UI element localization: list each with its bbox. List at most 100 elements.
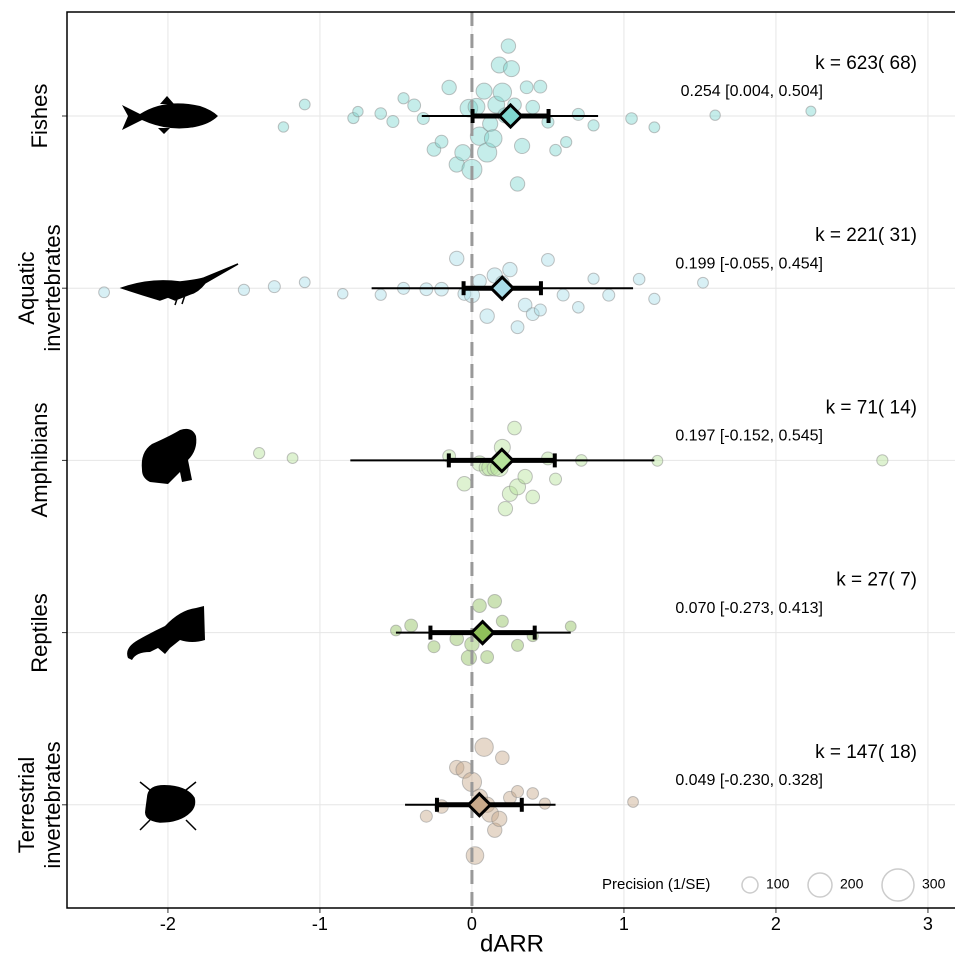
foreground: -2 -1 0 1 2 3 k = 623( 68) 0.254 [0.004, 0.504]…	[62, 12, 946, 934]
data-point	[525, 307, 540, 322]
data-point	[587, 272, 600, 285]
data-point	[511, 785, 525, 799]
data-point	[511, 638, 525, 652]
estimate-label: 0.199 [-0.055, 0.454]	[675, 255, 823, 272]
estimate	[466, 791, 493, 818]
data-point	[517, 297, 533, 313]
data-point	[492, 82, 513, 102]
y-tick-label: Aquatic invertebrates	[14, 224, 65, 352]
data-point	[237, 283, 251, 296]
estimate-label: 0.049 [-0.230, 0.328]	[675, 772, 823, 789]
data-point	[374, 107, 388, 120]
data-point	[483, 129, 503, 148]
data-point	[337, 287, 349, 300]
legend-label: 200	[840, 876, 864, 892]
k-label: k = 27( 7)	[836, 570, 917, 591]
data-point	[386, 115, 400, 129]
data-point	[404, 618, 419, 633]
fish-icon	[122, 96, 218, 134]
data-point	[460, 649, 477, 666]
data-point	[277, 121, 290, 133]
y-tick-label: Terrestrial invertebrates	[14, 741, 65, 869]
x-tick-label: -2	[160, 914, 176, 934]
data-point	[298, 276, 311, 289]
data-point	[517, 468, 533, 485]
legend-label: 100	[766, 876, 790, 892]
data-point	[267, 280, 281, 294]
data-point	[500, 38, 517, 54]
data-point	[390, 624, 402, 637]
k-label: k = 221( 31)	[815, 225, 917, 246]
legend-circle	[881, 868, 915, 902]
data-point	[564, 620, 577, 633]
data-point	[352, 105, 364, 118]
data-point	[625, 112, 638, 125]
data-point	[541, 252, 555, 267]
estimate	[469, 619, 496, 646]
data-point	[474, 737, 494, 757]
data-point	[533, 303, 547, 317]
data-point	[407, 98, 422, 113]
data-point	[495, 750, 510, 766]
data-point	[525, 99, 541, 115]
data-point	[533, 79, 548, 94]
data-point	[502, 261, 518, 278]
data-point	[525, 489, 541, 505]
shrimp-icon	[119, 263, 239, 306]
data-point	[491, 810, 508, 827]
data-point	[572, 300, 585, 314]
data-point	[472, 598, 487, 613]
points	[98, 38, 889, 865]
estimate	[497, 102, 524, 130]
data-point	[419, 282, 434, 297]
data-point	[509, 176, 526, 192]
k-label: k = 71( 14)	[826, 397, 917, 418]
data-point	[495, 614, 509, 628]
legend-circle	[741, 876, 759, 894]
estimate-label: 0.197 [-0.152, 0.545]	[675, 428, 823, 445]
legend-label: 300	[922, 876, 946, 892]
y-tick-label: Amphibians	[27, 402, 52, 518]
data-point	[487, 593, 503, 609]
beetle-icon	[139, 781, 197, 831]
data-point	[253, 447, 266, 460]
data-point	[374, 288, 387, 301]
data-point	[419, 809, 433, 823]
x-axis-title: dARR	[480, 930, 544, 957]
data-point	[475, 82, 493, 100]
data-point	[298, 98, 311, 111]
data-point	[507, 420, 522, 436]
data-point	[465, 846, 485, 865]
data-point	[434, 134, 449, 149]
data-point	[571, 107, 585, 121]
y-tick-label: Fishes	[27, 83, 52, 149]
data-point	[480, 650, 495, 664]
legend-title: Precision (1/SE)	[602, 876, 710, 893]
data-point	[602, 288, 616, 302]
data-point	[513, 137, 531, 155]
data-point	[632, 272, 646, 286]
data-point	[648, 121, 661, 134]
data-point	[469, 126, 490, 146]
iguana-icon	[127, 606, 205, 660]
estimate-label: 0.070 [-0.273, 0.413]	[675, 600, 823, 617]
estimate	[489, 275, 516, 302]
y-tick-label: Reptiles	[27, 592, 52, 673]
x-tick-label: 1	[619, 914, 629, 934]
data-point	[510, 320, 525, 335]
data-point	[454, 144, 472, 162]
data-point	[479, 308, 495, 324]
data-point	[286, 452, 299, 464]
data-point	[456, 476, 473, 492]
x-tick-label: 3	[923, 914, 933, 934]
x-tick-label: 2	[771, 914, 781, 934]
data-point	[519, 80, 534, 95]
estimate	[488, 447, 516, 474]
data-point	[538, 797, 551, 810]
frog-icon	[141, 428, 197, 484]
data-point	[427, 640, 441, 654]
plot-frame	[66, 11, 955, 909]
data-point	[697, 276, 709, 289]
data-point	[441, 79, 457, 96]
